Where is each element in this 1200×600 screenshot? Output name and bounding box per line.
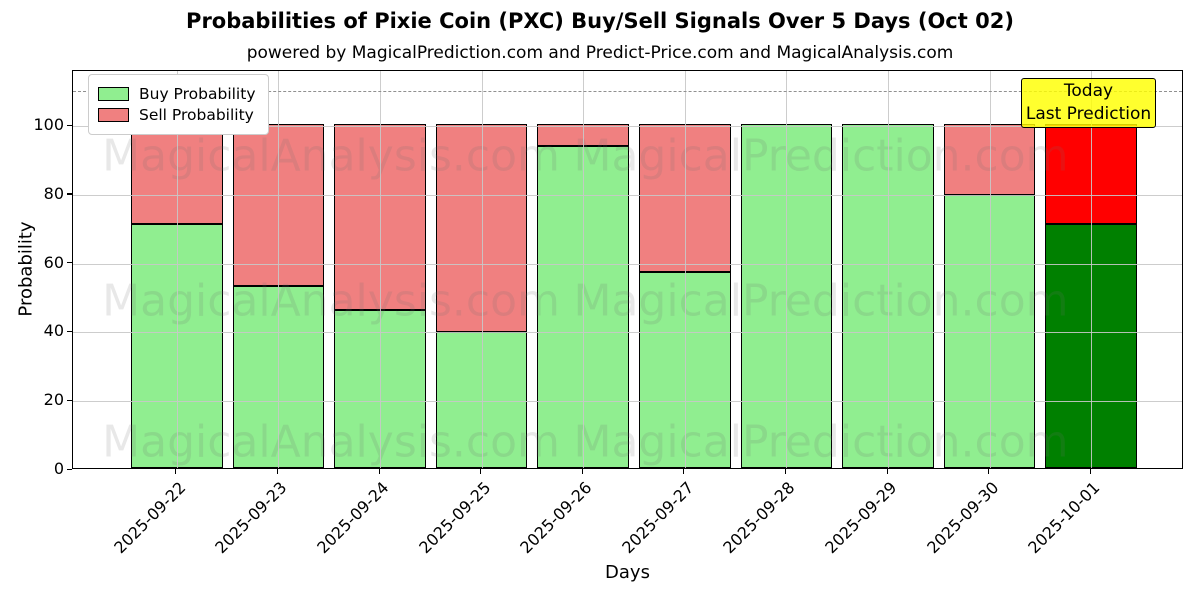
legend-item-sell: Sell Probability: [98, 106, 256, 124]
y-tick-label: 40: [43, 321, 64, 341]
grid-layer: [73, 71, 1182, 468]
x-axis-label: Days: [605, 562, 650, 583]
bar-segment-sell: [334, 124, 426, 310]
x-tick-label-text: 2025-09-23: [211, 478, 291, 558]
x-tick: [276, 469, 279, 474]
horizontal-gridline: [73, 194, 1182, 196]
vertical-gridline: [176, 71, 178, 468]
x-tick: [378, 469, 380, 474]
legend-label-sell: Sell Probability: [139, 106, 254, 124]
y-tick: [67, 124, 72, 126]
legend-swatch-sell: [98, 108, 129, 122]
watermark-text: MagicalPrediction.com: [573, 275, 1069, 327]
horizontal-gridline: [73, 332, 1182, 334]
today-annotation-line1: Today: [1063, 81, 1114, 102]
vertical-gridline: [786, 71, 788, 468]
today-annotation-box: Today Last Prediction: [1021, 78, 1156, 128]
x-tick: [988, 469, 990, 474]
y-tick: [67, 399, 72, 401]
x-tick-label-text: 2025-09-25: [414, 478, 495, 558]
watermark-text: MagicalPrediction.com: [573, 130, 1069, 182]
today-annotation-line2: Last Prediction: [1025, 104, 1152, 124]
legend-swatch-buy: [98, 87, 129, 101]
watermark-layer: MagicalAnalysis.com MagicalPrediction.com…: [73, 71, 1182, 468]
x-tick: [480, 469, 482, 474]
threshold-dashed-line: [73, 90, 1182, 92]
x-tick-label-text: 2025-09-29: [821, 478, 901, 558]
y-tick-label: 0: [53, 459, 64, 478]
vertical-gridline: [481, 71, 483, 468]
legend-item-buy: Buy Probability: [98, 85, 256, 103]
chart-title: Probabilities of Pixie Coin (PXC) Buy/Se…: [186, 9, 1014, 33]
vertical-gridline: [989, 71, 991, 468]
x-tick-label-text: 2025-09-30: [922, 478, 1003, 558]
y-tick-label: 60: [43, 252, 64, 272]
y-tick: [67, 262, 72, 264]
x-tick: [886, 469, 888, 474]
y-tick-label: 100: [33, 115, 64, 135]
y-tick: [67, 330, 72, 333]
watermark-text: MagicalAnalysis.com: [102, 416, 560, 468]
watermark-text: MagicalAnalysis.com: [102, 275, 560, 327]
legend-label-buy: Buy Probability: [139, 85, 256, 103]
vertical-gridline: [1091, 71, 1093, 468]
y-tick: [67, 468, 72, 470]
vertical-gridline: [380, 71, 381, 468]
x-tick-label-text: 2025-09-22: [110, 478, 190, 558]
x-tick-label-text: 2025-09-24: [313, 478, 393, 558]
y-tick-label: 80: [43, 183, 64, 203]
x-tick: [1089, 469, 1091, 474]
y-tick-label: 20: [43, 390, 64, 410]
bar-segment-buy: [334, 309, 426, 468]
x-tick: [784, 469, 787, 474]
vertical-gridline: [888, 71, 889, 468]
y-tick: [67, 193, 72, 195]
plot-area: MagicalAnalysis.com MagicalPrediction.com…: [72, 70, 1183, 469]
horizontal-gridline: [73, 126, 1182, 128]
bar-segment-buy: [842, 124, 934, 468]
x-tick: [683, 469, 685, 474]
horizontal-gridline: [73, 401, 1182, 403]
watermark-text: MagicalPrediction.com: [573, 416, 1069, 468]
chart-subtitle: powered by MagicalPrediction.com and Pre…: [246, 43, 954, 63]
x-tick-label-text: 2025-09-26: [516, 478, 596, 558]
vertical-gridline: [684, 71, 686, 468]
vertical-gridline: [278, 71, 280, 468]
x-tick-label-text: 2025-09-28: [719, 478, 799, 558]
x-tick: [175, 469, 177, 474]
x-tick: [581, 469, 583, 474]
x-tick-label-text: 2025-10-01: [1024, 478, 1104, 558]
vertical-gridline: [583, 71, 585, 468]
legend: Buy Probability Sell Probability: [88, 74, 269, 135]
x-tick-label-text: 2025-09-27: [618, 478, 698, 558]
watermark-text: MagicalAnalysis.com: [102, 130, 560, 182]
horizontal-gridline: [73, 263, 1182, 265]
